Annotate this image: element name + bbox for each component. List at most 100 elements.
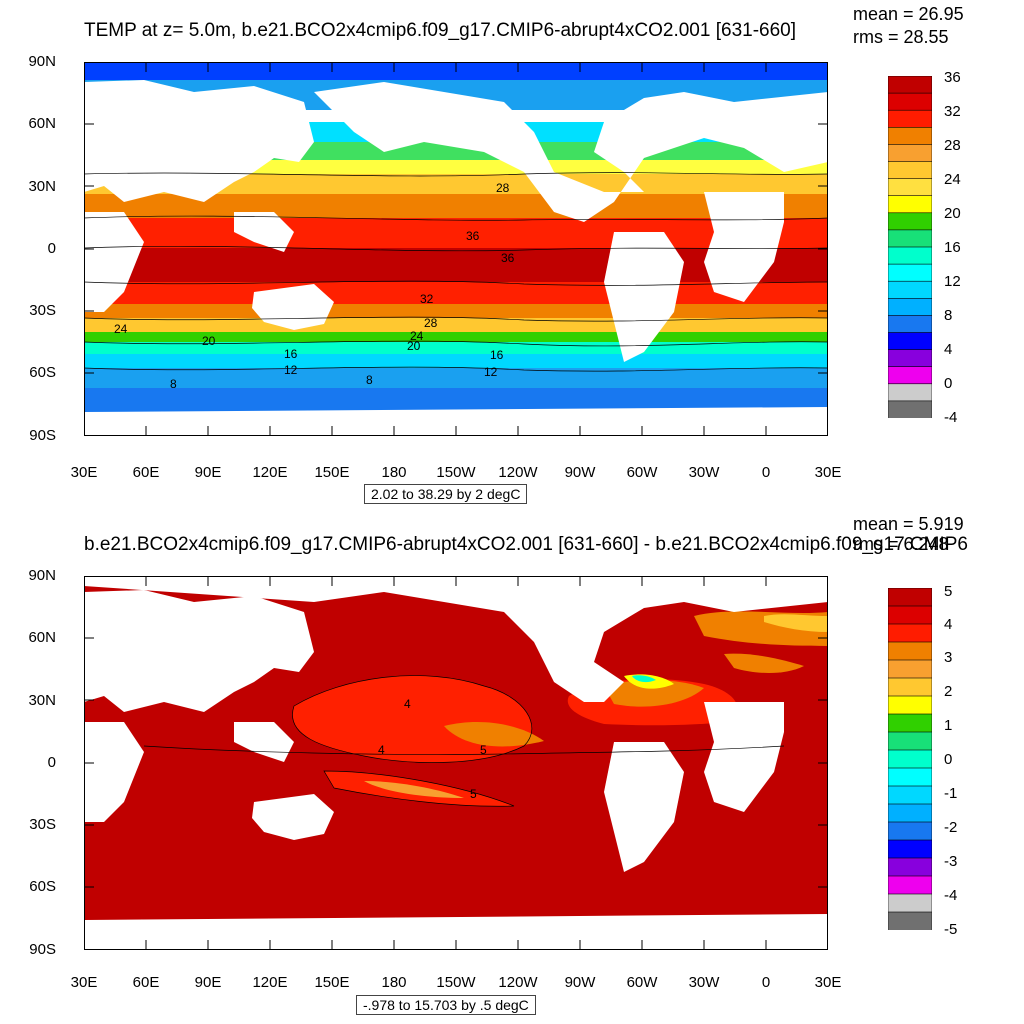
- contour-label: 12: [284, 363, 298, 377]
- contour-label: 4: [378, 743, 385, 757]
- colorbar: [888, 588, 932, 930]
- colorbar-swatch: [888, 875, 932, 895]
- colorbar-swatch: [888, 144, 932, 163]
- colorbar-swatch: [888, 366, 932, 385]
- lon-tick-label: 60W: [626, 464, 658, 481]
- lon-tick-label: 60E: [132, 974, 160, 991]
- colorbar-swatch: [888, 821, 932, 841]
- colorbar-label: -3: [944, 853, 958, 870]
- lon-tick-label: 180: [381, 974, 407, 991]
- contour-label: 24: [410, 329, 424, 343]
- lat-tick-label: 90S: [29, 941, 56, 958]
- colorbar-swatch: [888, 605, 932, 625]
- contour-label: 12: [484, 365, 498, 379]
- colorbar-swatch: [888, 76, 932, 94]
- land-masses: [84, 80, 828, 436]
- lat-tick-label: 60S: [29, 878, 56, 895]
- colorbar-swatch: [888, 677, 932, 697]
- lat-tick-label: 60N: [28, 115, 56, 132]
- colorbar-swatch: [888, 400, 932, 418]
- colorbar-label: 0: [944, 751, 953, 768]
- contour-label: 20: [202, 334, 216, 348]
- lat-tick-label: 90N: [28, 567, 56, 584]
- colorbar-swatch: [888, 349, 932, 368]
- colorbar-label: 28: [944, 137, 961, 154]
- contour-label: 16: [490, 348, 504, 362]
- colorbar-label: 32: [944, 103, 961, 120]
- lat-tick-label: 90S: [29, 427, 56, 444]
- lat-tick-label: 60S: [29, 364, 56, 381]
- lat-tick-label: 90N: [28, 53, 56, 70]
- colorbar-label: 4: [944, 341, 953, 358]
- contour-label: 5: [470, 787, 477, 801]
- lon-tick-label: 60E: [132, 464, 160, 481]
- temperature-map-panel: TEMP at z= 5.0m, b.e21.BCO2x4cmip6.f09_g…: [28, 4, 964, 504]
- colorbar: [888, 76, 932, 418]
- lat-tick-label: 30N: [28, 178, 56, 195]
- colorbar-label: 8: [944, 307, 953, 324]
- lon-tick-label: 30E: [814, 464, 842, 481]
- colorbar-swatch: [888, 731, 932, 751]
- lon-tick-label: 0: [761, 974, 771, 991]
- colorbar-swatch: [888, 383, 932, 402]
- colorbar-swatch: [888, 298, 932, 317]
- colorbar-swatch: [888, 749, 932, 769]
- contour-range-box: -.978 to 15.703 by .5 degC: [356, 995, 536, 1015]
- colorbar-label: 1: [944, 717, 953, 734]
- lon-tick-label: 120E: [252, 464, 288, 481]
- colorbar-label: -1: [944, 785, 958, 802]
- contour-lines: [143, 675, 785, 807]
- temperature-difference-map: 4 4 5 5: [84, 576, 828, 950]
- lon-tick-label: 90W: [564, 974, 596, 991]
- lat-tick-label: 0: [47, 240, 56, 257]
- colorbar-swatch: [888, 713, 932, 733]
- colorbar-swatch: [888, 695, 932, 715]
- temperature-map: 28 36 36 32 28 24 20 24 20 16 16 12 12 8…: [84, 62, 828, 436]
- colorbar-label: 24: [944, 171, 961, 188]
- lon-tick-label: 90W: [564, 464, 596, 481]
- lon-tick-label: 30E: [70, 464, 98, 481]
- colorbar-swatch: [888, 785, 932, 805]
- colorbar-swatch: [888, 803, 932, 823]
- colorbar-swatch: [888, 332, 932, 351]
- contour-label: 8: [170, 377, 177, 391]
- lon-tick-label: 120W: [498, 464, 538, 481]
- lat-tick-label: 30S: [29, 302, 56, 319]
- lat-tick-label: 30N: [28, 692, 56, 709]
- contour-label: 36: [466, 229, 480, 243]
- lat-tick-label: 30S: [29, 816, 56, 833]
- lon-tick-label: 120E: [252, 974, 288, 991]
- colorbar-swatch: [888, 109, 932, 129]
- rms-stat: rms = 6.248: [853, 534, 949, 554]
- colorbar-label: 20: [944, 205, 961, 222]
- lon-tick-label: 120W: [498, 974, 538, 991]
- lon-tick-label: 150W: [436, 464, 476, 481]
- lon-tick-label: 90E: [194, 464, 222, 481]
- contour-label: 28: [424, 316, 438, 330]
- lat-tick-label: 0: [47, 754, 56, 771]
- colorbar-swatch: [888, 767, 932, 787]
- lon-tick-label: 0: [761, 464, 771, 481]
- colorbar-swatch: [888, 659, 932, 679]
- contour-label: 28: [496, 181, 510, 195]
- contour-label: 32: [420, 292, 434, 306]
- map-title: TEMP at z= 5.0m, b.e21.BCO2x4cmip6.f09_g…: [84, 20, 797, 41]
- colorbar-label: 36: [944, 69, 961, 86]
- colorbar-swatch: [888, 246, 932, 265]
- lon-tick-label: 30W: [688, 464, 720, 481]
- contour-lines: [84, 172, 828, 372]
- colorbar-swatch: [888, 195, 932, 214]
- colorbar-label: 4: [944, 616, 953, 633]
- colorbar-label: 16: [944, 239, 961, 256]
- colorbar-swatch: [888, 857, 932, 877]
- colorbar-label: -4: [944, 409, 958, 426]
- colorbar-label: -5: [944, 921, 958, 938]
- lon-tick-label: 30E: [70, 974, 98, 991]
- colorbar-label: 3: [944, 649, 953, 666]
- temperature-difference-map-panel: b.e21.BCO2x4cmip6.f09_g17.CMIP6-abrupt4x…: [0, 512, 1024, 1024]
- lon-tick-label: 150W: [436, 974, 476, 991]
- map-title: b.e21.BCO2x4cmip6.f09_g17.CMIP6-abrupt4x…: [84, 534, 969, 555]
- colorbar-swatch: [888, 315, 932, 334]
- lon-tick-label: 30W: [688, 974, 720, 991]
- contour-label: 24: [114, 322, 128, 336]
